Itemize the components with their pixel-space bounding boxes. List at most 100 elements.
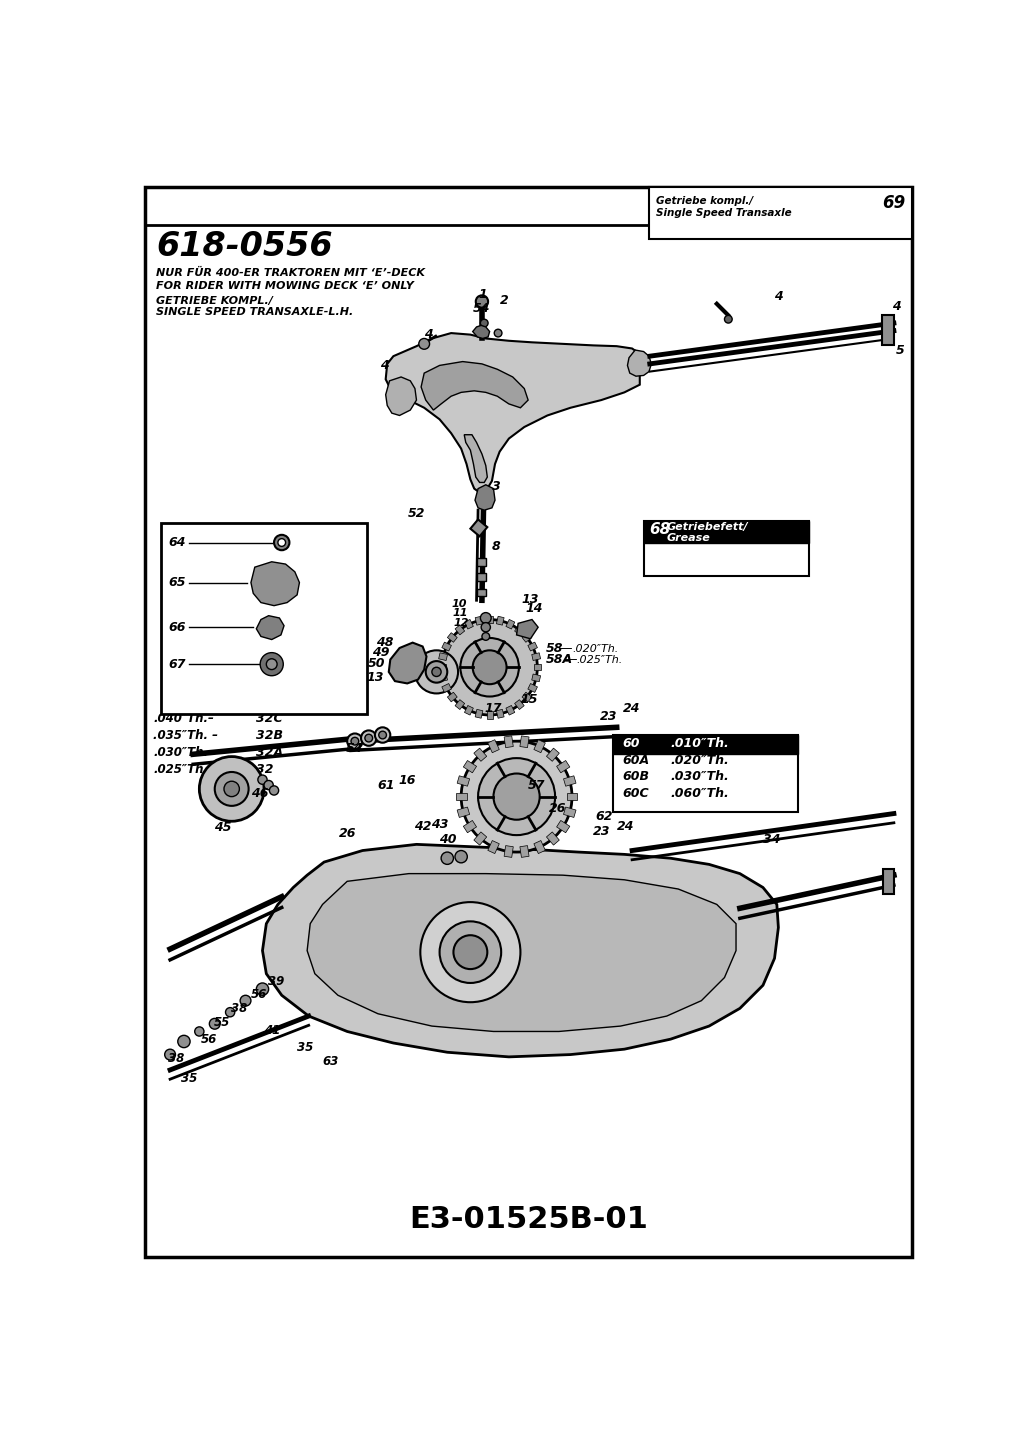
Circle shape bbox=[260, 653, 283, 676]
Text: 32A: 32A bbox=[256, 746, 284, 759]
Text: —: — bbox=[565, 653, 577, 666]
Text: 5: 5 bbox=[896, 344, 904, 357]
Text: FOR RIDER WITH MOWING DECK ‘E’ ONLY: FOR RIDER WITH MOWING DECK ‘E’ ONLY bbox=[156, 281, 414, 291]
Polygon shape bbox=[256, 615, 284, 640]
Text: 45: 45 bbox=[214, 821, 231, 834]
Text: 15: 15 bbox=[520, 693, 538, 706]
Polygon shape bbox=[457, 775, 470, 787]
Polygon shape bbox=[438, 664, 446, 670]
Text: 1: 1 bbox=[478, 288, 487, 301]
Text: 38: 38 bbox=[168, 1052, 185, 1065]
Polygon shape bbox=[534, 664, 541, 670]
Circle shape bbox=[195, 1027, 204, 1036]
Text: 39: 39 bbox=[268, 976, 285, 989]
Text: 67: 67 bbox=[168, 657, 186, 670]
Polygon shape bbox=[556, 820, 570, 833]
Polygon shape bbox=[531, 653, 541, 660]
Text: 48: 48 bbox=[376, 637, 393, 650]
Text: 3: 3 bbox=[492, 480, 501, 493]
Circle shape bbox=[478, 758, 555, 836]
Bar bbox=[613, 735, 798, 754]
Polygon shape bbox=[563, 807, 576, 817]
Text: 38: 38 bbox=[231, 1003, 248, 1016]
Circle shape bbox=[455, 850, 467, 863]
Circle shape bbox=[461, 741, 572, 852]
Polygon shape bbox=[386, 378, 417, 415]
Bar bbox=[477, 558, 486, 566]
Polygon shape bbox=[488, 840, 499, 853]
Text: .025″Th.–: .025″Th.– bbox=[153, 762, 214, 775]
Circle shape bbox=[266, 659, 278, 670]
Text: 60: 60 bbox=[623, 736, 640, 749]
Text: E3-01525B-01: E3-01525B-01 bbox=[410, 1205, 648, 1233]
Polygon shape bbox=[531, 674, 541, 682]
Bar bbox=[883, 869, 894, 893]
Circle shape bbox=[224, 781, 239, 797]
Text: Single Speed Transaxle: Single Speed Transaxle bbox=[656, 209, 792, 219]
Circle shape bbox=[361, 731, 377, 746]
Text: 4: 4 bbox=[380, 359, 388, 372]
Circle shape bbox=[375, 728, 390, 742]
Polygon shape bbox=[251, 562, 299, 605]
Text: 35: 35 bbox=[182, 1072, 197, 1085]
Circle shape bbox=[240, 996, 251, 1006]
Text: 40: 40 bbox=[439, 833, 456, 846]
Text: SINGLE SPEED TRANSAXLE-L.H.: SINGLE SPEED TRANSAXLE-L.H. bbox=[156, 307, 354, 317]
Circle shape bbox=[258, 775, 267, 784]
Polygon shape bbox=[442, 683, 451, 693]
Polygon shape bbox=[527, 683, 538, 693]
Text: 63: 63 bbox=[322, 1055, 338, 1068]
Polygon shape bbox=[522, 633, 531, 643]
Text: 618-0556: 618-0556 bbox=[156, 231, 333, 262]
Circle shape bbox=[482, 633, 489, 640]
Text: 23: 23 bbox=[601, 709, 618, 722]
Text: 13: 13 bbox=[521, 592, 539, 605]
Circle shape bbox=[415, 650, 458, 693]
Text: GETRIEBE KOMPL./: GETRIEBE KOMPL./ bbox=[156, 295, 273, 305]
Polygon shape bbox=[567, 793, 578, 800]
Polygon shape bbox=[506, 620, 515, 630]
Bar bbox=[613, 735, 798, 813]
Polygon shape bbox=[448, 633, 457, 643]
Polygon shape bbox=[308, 873, 736, 1032]
Circle shape bbox=[442, 620, 538, 715]
Text: 58A: 58A bbox=[546, 653, 573, 666]
Polygon shape bbox=[488, 739, 499, 752]
Polygon shape bbox=[506, 706, 515, 715]
Text: 57: 57 bbox=[527, 780, 545, 793]
Bar bbox=[882, 316, 894, 344]
Circle shape bbox=[441, 852, 453, 865]
Text: Getriebefett/: Getriebefett/ bbox=[667, 522, 748, 532]
Text: 52: 52 bbox=[409, 507, 426, 520]
Text: 54: 54 bbox=[346, 742, 363, 755]
Text: 23: 23 bbox=[592, 826, 610, 839]
Polygon shape bbox=[389, 643, 426, 683]
Bar bbox=[161, 523, 367, 715]
Circle shape bbox=[493, 774, 540, 820]
Polygon shape bbox=[475, 709, 483, 718]
Polygon shape bbox=[563, 775, 576, 787]
Polygon shape bbox=[442, 643, 451, 651]
Polygon shape bbox=[534, 739, 545, 752]
Polygon shape bbox=[471, 519, 487, 536]
Text: 56: 56 bbox=[200, 1033, 217, 1046]
Circle shape bbox=[724, 316, 732, 323]
Circle shape bbox=[199, 757, 264, 821]
Text: 2: 2 bbox=[499, 294, 509, 307]
Polygon shape bbox=[504, 736, 513, 748]
Polygon shape bbox=[463, 820, 477, 833]
Text: 10: 10 bbox=[451, 599, 466, 610]
Polygon shape bbox=[547, 748, 559, 761]
Circle shape bbox=[453, 935, 487, 970]
Text: 58: 58 bbox=[546, 641, 563, 654]
Text: .035″Th. –: .035″Th. – bbox=[153, 729, 218, 742]
Circle shape bbox=[365, 735, 373, 742]
Text: 4: 4 bbox=[774, 290, 782, 303]
Circle shape bbox=[347, 733, 362, 749]
Text: NUR FÜR 400-ER TRAKTOREN MIT ‘E’-DECK: NUR FÜR 400-ER TRAKTOREN MIT ‘E’-DECK bbox=[156, 268, 425, 278]
Text: 65: 65 bbox=[168, 576, 186, 589]
Polygon shape bbox=[463, 761, 477, 772]
Text: 14: 14 bbox=[526, 602, 543, 615]
Polygon shape bbox=[464, 620, 474, 630]
Polygon shape bbox=[464, 706, 474, 715]
